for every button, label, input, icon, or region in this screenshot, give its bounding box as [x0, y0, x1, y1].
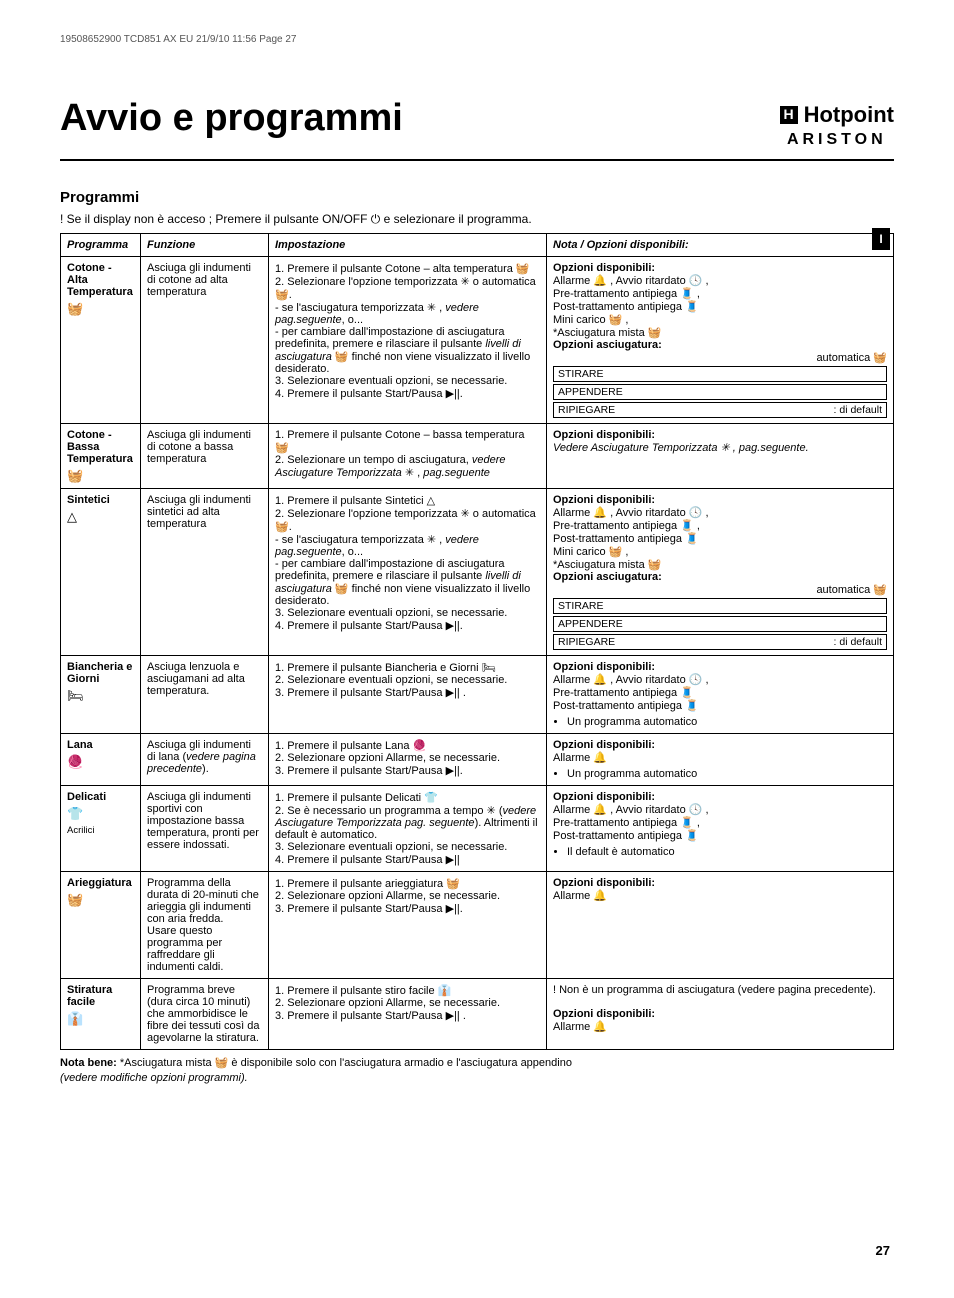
program-icon: 🧺	[67, 302, 83, 315]
cell-note: Opzioni disponibili: Allarme 🔔 , Avvio r…	[547, 488, 894, 655]
table-row: Stiratura facile👔Programma breve (dura c…	[61, 978, 894, 1049]
cell-program: Biancheria e Giorni🛏	[61, 655, 141, 733]
th-func: Funzione	[141, 233, 269, 256]
cell-impostazione: 1. Premere il pulsante Cotone – alta tem…	[269, 256, 547, 423]
table-row: Arieggiatura🧺Programma della durata di 2…	[61, 871, 894, 978]
cell-note: Opzioni disponibili: Vedere Asciugature …	[547, 423, 894, 488]
table-row: Sintetici△Asciuga gli indumenti sintetic…	[61, 488, 894, 655]
cell-function: Programma breve (dura circa 10 minuti) c…	[141, 978, 269, 1049]
cell-note: Opzioni disponibili: Allarme 🔔 Un progra…	[547, 733, 894, 785]
cell-function: Asciuga gli indumenti di lana (vedere pa…	[141, 733, 269, 785]
cell-program: Cotone - Bassa Temperatura🧺	[61, 423, 141, 488]
program-icon: 🛏	[67, 689, 84, 702]
table-row: Lana🧶Asciuga gli indumenti di lana (vede…	[61, 733, 894, 785]
footer-text: *Asciugatura mista 🧺 è disponibile solo …	[120, 1057, 572, 1069]
cell-function: Asciuga lenzuola e asciugamani ad alta t…	[141, 655, 269, 733]
program-icon: 👔	[67, 1012, 83, 1025]
cell-impostazione: 1. Premere il pulsante arieggiatura 🧺2. …	[269, 871, 547, 978]
cell-program: Sintetici△	[61, 488, 141, 655]
table-row: Delicati👕AcriliciAsciuga gli indumenti s…	[61, 785, 894, 871]
cell-note: ! Non è un programma di asciugatura (ved…	[547, 978, 894, 1049]
program-icon: 🧺	[67, 893, 83, 906]
intro-note: ! Se il display non è acceso ; Premere i…	[60, 212, 894, 227]
cell-note: Opzioni disponibili: Allarme 🔔 , Avvio r…	[547, 256, 894, 423]
section-title: Programmi	[60, 189, 894, 206]
cell-function: Programma della durata di 20-minuti che …	[141, 871, 269, 978]
page-title: Avvio e programmi	[60, 97, 403, 140]
cell-program: Arieggiatura🧺	[61, 871, 141, 978]
cell-function: Asciuga gli indumenti di cotone a bassa …	[141, 423, 269, 488]
cell-function: Asciuga gli indumenti di cotone ad alta …	[141, 256, 269, 423]
th-note: Nota / Opzioni disponibili:	[547, 233, 894, 256]
cell-note: Opzioni disponibili: Allarme 🔔 , Avvio r…	[547, 785, 894, 871]
cell-program: Delicati👕Acrilici	[61, 785, 141, 871]
cell-impostazione: 1. Premere il pulsante Lana 🧶2. Selezion…	[269, 733, 547, 785]
cell-program: Cotone - Alta Temperatura🧺	[61, 256, 141, 423]
cell-impostazione: 1. Premere il pulsante stiro facile 👔2. …	[269, 978, 547, 1049]
program-icon: △	[67, 510, 77, 523]
cell-function: Asciuga gli indumenti sportivi con impos…	[141, 785, 269, 871]
cell-note: Opzioni disponibili: Allarme 🔔	[547, 871, 894, 978]
table-row: Cotone - Bassa Temperatura🧺Asciuga gli i…	[61, 423, 894, 488]
brand-square-icon: H	[780, 106, 798, 124]
brand-bottom-text: ARISTON	[780, 131, 894, 149]
cell-impostazione: 1. Premere il pulsante Delicati 👕2. Se è…	[269, 785, 547, 871]
table-row: Cotone - Alta Temperatura🧺Asciuga gli in…	[61, 256, 894, 423]
th-prog: Programma	[61, 233, 141, 256]
footer-note: Nota bene: *Asciugatura mista 🧺 è dispon…	[60, 1056, 894, 1087]
program-icon: 👕	[67, 807, 83, 820]
page-number: 27	[876, 1243, 890, 1258]
cell-program: Lana🧶	[61, 733, 141, 785]
cell-function: Asciuga gli indumenti sintetici ad alta …	[141, 488, 269, 655]
cell-program: Stiratura facile👔	[61, 978, 141, 1049]
cell-impostazione: 1. Premere il pulsante Cotone – bassa te…	[269, 423, 547, 488]
programs-table: Programma Funzione Impostazione Nota / O…	[60, 233, 894, 1050]
program-icon: 🧺	[67, 469, 83, 482]
program-icon: 🧶	[67, 755, 83, 768]
side-tab: I	[872, 228, 890, 250]
brand-top-text: Hotpoint	[804, 103, 894, 127]
table-header-row: Programma Funzione Impostazione Nota / O…	[61, 233, 894, 256]
title-row: Avvio e programmi H Hotpoint ARISTON	[60, 97, 894, 161]
header-imprint: 19508652900 TCD851 AX EU 21/9/10 11:56 P…	[60, 34, 894, 45]
cell-impostazione: 1. Premere il pulsante Sintetici △2. Sel…	[269, 488, 547, 655]
th-impo: Impostazione	[269, 233, 547, 256]
brand-logo: H Hotpoint ARISTON	[780, 97, 894, 149]
table-row: Biancheria e Giorni🛏Asciuga lenzuola e a…	[61, 655, 894, 733]
cell-note: Opzioni disponibili: Allarme 🔔 , Avvio r…	[547, 655, 894, 733]
cell-impostazione: 1. Premere il pulsante Biancheria e Gior…	[269, 655, 547, 733]
footer-italic: (vedere modifiche opzioni programmi).	[60, 1072, 248, 1084]
